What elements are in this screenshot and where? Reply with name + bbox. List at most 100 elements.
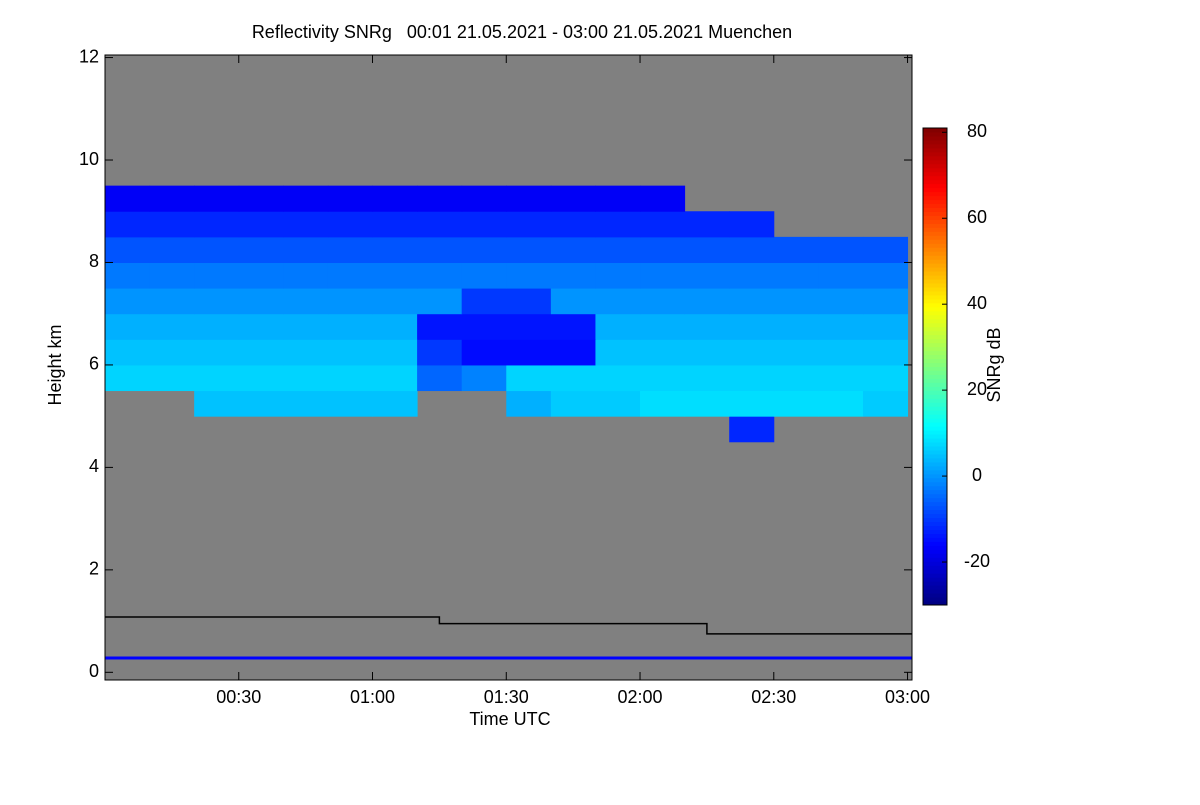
heatmap-cell [595, 339, 641, 366]
heatmap-cell [640, 211, 686, 238]
heatmap-cell [283, 211, 329, 238]
colorbar-frame [922, 127, 948, 606]
colorbar-swatch [923, 247, 947, 252]
colorbar-tick-label: 60 [967, 207, 987, 227]
colorbar-swatch [923, 338, 947, 344]
heatmap-cell [327, 236, 374, 263]
heatmap-cell [595, 364, 641, 392]
heatmap-cell [684, 339, 730, 366]
colorbar-swatch [923, 485, 947, 491]
heatmap-cell [327, 339, 374, 366]
heatmap-cell [105, 364, 151, 392]
colorbar-swatch [923, 517, 947, 523]
colorbar-swatch [923, 469, 947, 475]
heatmap-cell [506, 185, 552, 212]
colorbar-swatch [923, 330, 947, 336]
colorbar-swatch [923, 159, 947, 165]
heatmap-cell [550, 262, 596, 289]
heatmap-cell [506, 364, 552, 392]
x-tick-label: 01:30 [484, 687, 529, 707]
heatmap-cell [372, 185, 418, 212]
colorbar-swatch [923, 426, 947, 431]
heatmap-cell [283, 313, 329, 340]
colorbar-swatch [923, 310, 947, 316]
colorbar-swatch [923, 167, 947, 173]
colorbar-swatch [923, 199, 947, 205]
heatmap-cell [372, 288, 418, 315]
colorbar-tick-label: 20 [967, 379, 987, 399]
heatmap-cell [773, 262, 819, 289]
colorbar-swatch [923, 406, 947, 411]
heatmap-cell [595, 185, 641, 212]
colorbar-swatch [923, 529, 947, 534]
colorbar-swatch [923, 191, 947, 197]
colorbar-swatch [923, 318, 947, 324]
heatmap-cell [105, 339, 151, 366]
heatmap-cell [372, 313, 418, 340]
colorbar-swatch [923, 263, 947, 268]
colorbar-swatch [923, 446, 947, 451]
heatmap-cell [327, 390, 374, 417]
x-tick-label: 01:00 [350, 687, 395, 707]
colorbar-swatch [923, 489, 947, 495]
heatmap-cell [327, 364, 374, 392]
heatmap-cell [283, 262, 329, 289]
heatmap-cell [372, 236, 418, 263]
colorbar-swatch [923, 374, 947, 379]
heatmap-cell [550, 339, 596, 366]
colorbar-swatch [923, 294, 947, 300]
heatmap-cell [595, 262, 641, 289]
colorbar-swatch [923, 394, 947, 399]
heatmap-cell [238, 262, 284, 289]
heatmap-cell [417, 288, 463, 315]
heatmap-cell [862, 339, 909, 366]
colorbar-swatch [923, 175, 947, 181]
y-tick-label: 8 [89, 251, 99, 271]
colorbar-swatch [923, 418, 947, 423]
heatmap-cell [417, 364, 463, 392]
heatmap-cell [550, 236, 596, 263]
colorbar-swatch [923, 414, 947, 419]
heatmap-cell [684, 364, 730, 392]
heatmap-cell [238, 236, 284, 263]
heatmap-cell [684, 288, 730, 315]
colorbar-swatch [923, 227, 947, 232]
heatmap-cell [194, 185, 240, 212]
y-tick-label: 0 [89, 661, 99, 681]
colorbar-swatch [923, 275, 947, 280]
colorbar-swatch [923, 481, 947, 487]
heatmap-cell [238, 390, 284, 417]
colorbar-swatch [923, 565, 947, 570]
heatmap-cell [105, 211, 151, 238]
heatmap-cell [684, 236, 730, 263]
colorbar-swatch [923, 545, 947, 550]
heatmap-cell [595, 211, 641, 238]
heatmap-cell [684, 313, 730, 340]
heatmap-cell [595, 236, 641, 263]
heatmap-cell [640, 262, 686, 289]
heatmap-cell [818, 339, 864, 366]
y-tick-label: 12 [79, 46, 99, 66]
heatmap-cell [461, 339, 507, 366]
heatmap-cell [327, 211, 374, 238]
colorbar-swatch [923, 290, 947, 296]
colorbar-swatch [923, 525, 947, 530]
heatmap-cell [417, 313, 463, 340]
colorbar-swatch [923, 358, 947, 364]
heatmap-cell [461, 364, 507, 392]
colorbar-tick-label: 80 [967, 121, 987, 141]
heatmap-cell [194, 211, 240, 238]
colorbar-swatch [923, 147, 947, 153]
heatmap-cell [729, 262, 775, 289]
colorbar-swatch [923, 366, 947, 371]
colorbar-swatch [923, 215, 947, 220]
heatmap-cell [640, 390, 686, 417]
colorbar-swatch [923, 438, 947, 443]
colorbar-swatch [923, 597, 947, 602]
heatmap-cell [640, 339, 686, 366]
colorbar-swatch [923, 139, 947, 145]
heatmap-cell [238, 211, 284, 238]
colorbar-swatch [923, 203, 947, 208]
heatmap-cell [194, 288, 240, 315]
